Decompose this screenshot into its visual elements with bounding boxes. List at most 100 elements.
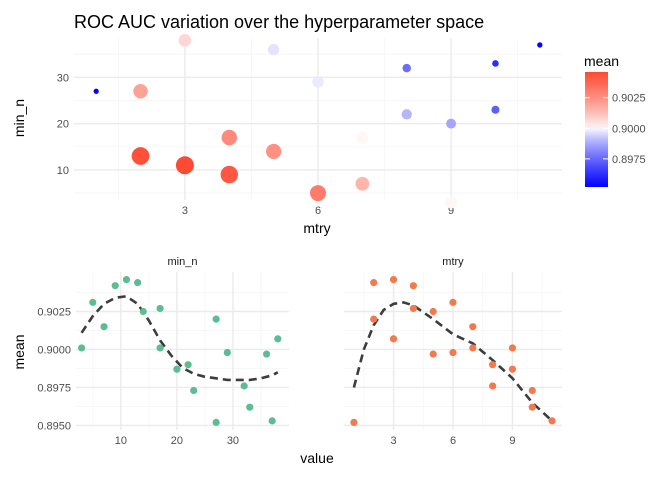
br-point: [389, 335, 398, 343]
br-point: [389, 275, 398, 284]
bl-y-tick-label: 0.9000: [37, 344, 71, 356]
bl-x-tick-label: 30: [227, 435, 239, 447]
top-point: [356, 131, 369, 144]
bl-point: [139, 307, 147, 316]
top-point: [310, 185, 326, 202]
bl-point: [184, 361, 192, 369]
bl-point: [212, 315, 220, 323]
top-point: [267, 43, 280, 56]
bl-point: [156, 344, 164, 352]
min-n-gridlines: [76, 272, 289, 430]
br-point: [528, 386, 536, 395]
top-point: [220, 165, 239, 184]
br-point: [350, 418, 358, 427]
legend-ticks: 0.8975 0.9000 0.9025: [585, 93, 646, 166]
bl-point: [100, 323, 108, 331]
top-point: [355, 176, 370, 191]
bl-point: [212, 418, 220, 427]
mtry-gridlines: [344, 272, 562, 430]
top-gridlines: [74, 38, 562, 200]
br-point: [429, 350, 437, 358]
top-point: [491, 105, 500, 114]
br-point: [508, 365, 517, 373]
legend-title: mean: [584, 53, 619, 69]
top-point: [537, 42, 543, 48]
bl-smooth-line: [80, 294, 279, 382]
top-y-tick-label: 20: [57, 119, 69, 131]
min-n-strip-label: min_n: [168, 256, 198, 268]
br-point: [489, 361, 497, 369]
top-point: [445, 196, 458, 209]
top-point: [492, 60, 499, 67]
bl-point: [122, 275, 131, 284]
br-x-tick-label: 9: [509, 435, 515, 447]
top-x-axis-title: mtry: [303, 220, 330, 236]
top-panel: 3 6 9 10 20 30 mtry min_n: [11, 33, 562, 236]
mtry-x-ticks: 3 6 9: [390, 435, 515, 447]
top-point: [133, 83, 148, 99]
br-point: [528, 403, 536, 411]
br-smooth-line: [352, 301, 553, 422]
br-point: [489, 382, 497, 390]
bl-y-tick-label: 0.8950: [37, 420, 71, 432]
top-point: [221, 129, 237, 146]
legend-colorbar: [585, 72, 608, 187]
min-n-x-ticks: 10 20 30: [115, 435, 239, 447]
legend-tick-label: 0.8975: [612, 154, 646, 166]
legend-tick-label: 0.9025: [612, 93, 646, 105]
legend: mean 0.8975 0.9000 0.9025: [584, 53, 646, 187]
br-point: [469, 323, 477, 331]
top-point: [178, 33, 192, 47]
br-point: [370, 315, 378, 323]
bl-point: [190, 386, 198, 395]
br-point: [449, 348, 457, 357]
top-point: [402, 63, 411, 73]
br-point: [429, 307, 437, 316]
mtry-strip-label: mtry: [442, 256, 464, 268]
mtry-smooth-curve: [352, 301, 553, 422]
bottom-x-axis-title: value: [300, 450, 334, 466]
bl-point: [111, 282, 119, 290]
top-point: [131, 147, 150, 165]
top-y-ticks: 10 20 30: [57, 72, 69, 177]
bl-point: [173, 365, 181, 373]
bl-point: [89, 298, 97, 306]
bl-y-tick-label: 0.9025: [37, 307, 71, 319]
br-point: [409, 304, 417, 313]
bl-point: [240, 382, 248, 390]
br-point: [508, 344, 517, 352]
top-x-tick-label: 3: [182, 205, 188, 217]
bl-point: [78, 344, 86, 352]
bl-point: [246, 403, 254, 411]
top-y-tick-label: 30: [57, 72, 69, 84]
bl-point: [262, 350, 271, 358]
mtry-points: [350, 275, 556, 427]
bl-point: [223, 348, 231, 357]
min-n-y-ticks: 0.8950 0.8975 0.9000 0.9025: [37, 307, 71, 433]
top-point: [93, 88, 99, 94]
min-n-points: [78, 275, 282, 427]
bl-x-tick-label: 20: [171, 435, 183, 447]
br-point: [449, 298, 457, 306]
bl-point: [274, 335, 282, 343]
top-point: [266, 143, 282, 159]
br-point: [469, 344, 477, 352]
bl-point: [268, 417, 276, 425]
bl-point: [156, 304, 164, 313]
bl-x-tick-label: 10: [115, 435, 127, 447]
top-point: [312, 76, 324, 88]
top-y-axis-title: min_n: [11, 99, 27, 137]
chart-title: ROC AUC variation over the hyperparamete…: [74, 12, 484, 32]
min-n-facet: min_n 10 20 30 0.8950 0.8975 0.9000 0.9025: [37, 253, 289, 447]
top-points: [93, 33, 543, 209]
br-point: [409, 282, 417, 290]
top-x-tick-label: 6: [315, 205, 321, 217]
br-point: [370, 279, 378, 287]
mtry-facet: mtry 3 6 9: [344, 253, 562, 447]
top-x-ticks: 3 6 9: [182, 205, 454, 217]
top-point: [446, 118, 457, 129]
top-point: [175, 156, 194, 175]
min-n-strip: [76, 253, 289, 270]
min-n-smooth-curve: [80, 294, 279, 382]
